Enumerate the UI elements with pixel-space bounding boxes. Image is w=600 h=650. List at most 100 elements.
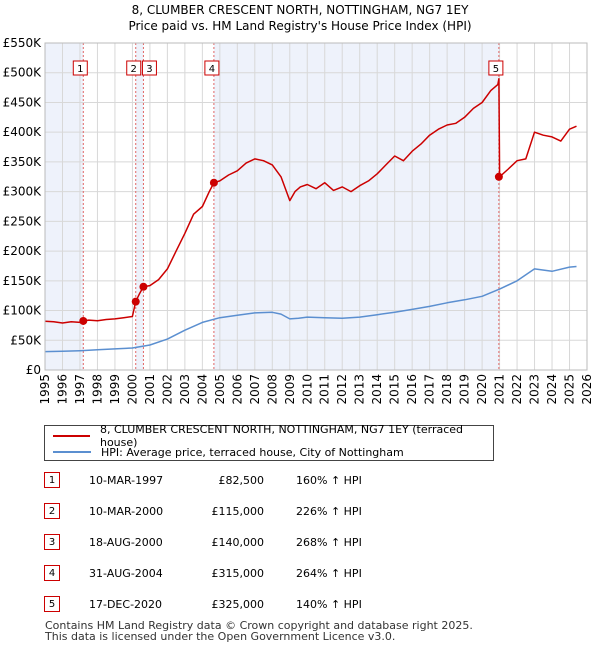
sale-marker-box bbox=[204, 60, 220, 76]
x-tick-label: 2002 bbox=[160, 374, 174, 405]
sale-price: £315,000 bbox=[211, 567, 265, 580]
property-price-line bbox=[44, 77, 577, 324]
sale-hpi-change: 140% ↑ HPI bbox=[296, 598, 362, 611]
sale-row: 1 10-MAR-1997 £82,500 160% ↑ HPI bbox=[44, 472, 424, 490]
x-tick-label: 2026 bbox=[580, 374, 594, 405]
footer-attribution: Contains HM Land Registry data © Crown c… bbox=[45, 620, 473, 642]
x-tick-label: 1999 bbox=[108, 374, 122, 405]
y-tick-label: £400K bbox=[3, 125, 43, 139]
x-tick-label: 2008 bbox=[265, 374, 279, 405]
y-tick-label: £500K bbox=[3, 66, 43, 80]
y-tick-label: £50K bbox=[10, 333, 42, 347]
x-tick-label: 2023 bbox=[528, 374, 542, 405]
legend-item-hpi: HPI: Average price, terraced house, City… bbox=[53, 444, 404, 460]
sale-date: 18-AUG-2000 bbox=[89, 536, 163, 549]
sale-point bbox=[494, 172, 503, 181]
sale-marker-box bbox=[488, 60, 504, 76]
sale-number-badge: 1 bbox=[44, 472, 60, 488]
price-chart: 8, CLUMBER CRESCENT NORTH, NOTTINGHAM, N… bbox=[3, 3, 594, 405]
x-tick-label: 2019 bbox=[458, 374, 472, 405]
sale-number-badge: 5 bbox=[44, 596, 60, 612]
x-tick-label: 2010 bbox=[300, 374, 314, 405]
sale-date: 31-AUG-2004 bbox=[89, 567, 163, 580]
x-tick-label: 2016 bbox=[405, 374, 419, 405]
sale-row: 5 17-DEC-2020 £325,000 140% ↑ HPI bbox=[44, 596, 424, 614]
plot-border bbox=[44, 42, 588, 371]
sale-date: 10-MAR-1997 bbox=[89, 474, 164, 487]
sale-point bbox=[131, 297, 140, 306]
y-tick-label: £200K bbox=[3, 244, 43, 258]
chart-legend: 8, CLUMBER CRESCENT NORTH, NOTTINGHAM, N… bbox=[44, 423, 494, 461]
x-tick-label: 2011 bbox=[318, 374, 332, 405]
x-tick-label: 2021 bbox=[493, 374, 507, 405]
x-tick-label: 2014 bbox=[370, 374, 384, 405]
y-tick-label: £350K bbox=[3, 155, 43, 169]
x-tick-label: 1995 bbox=[38, 374, 52, 405]
sale-marker-box bbox=[72, 60, 88, 76]
sale-date: 10-MAR-2000 bbox=[89, 505, 164, 518]
sale-marker-label: 2 bbox=[131, 64, 137, 75]
sale-point bbox=[79, 316, 88, 325]
y-tick-label: £450K bbox=[3, 95, 43, 109]
footer-line-copyright: Contains HM Land Registry data © Crown c… bbox=[45, 619, 473, 632]
x-tick-label: 2020 bbox=[475, 374, 489, 405]
sale-price: £82,500 bbox=[218, 474, 265, 487]
hpi-line bbox=[44, 265, 577, 353]
sale-marker-label: 3 bbox=[146, 64, 152, 75]
sale-price: £325,000 bbox=[211, 598, 265, 611]
sale-price: £140,000 bbox=[211, 536, 265, 549]
sale-marker-label: 1 bbox=[77, 64, 83, 75]
sale-number-badge: 4 bbox=[44, 565, 60, 581]
x-tick-label: 2004 bbox=[195, 374, 209, 405]
x-tick-label: 1998 bbox=[90, 374, 104, 405]
x-tick-label: 1997 bbox=[73, 374, 87, 405]
x-tick-label: 2005 bbox=[213, 374, 227, 405]
highlight-band bbox=[498, 43, 587, 370]
chart-subtitle: Price paid vs. HM Land Registry's House … bbox=[128, 19, 471, 33]
sale-row: 2 10-MAR-2000 £115,000 226% ↑ HPI bbox=[44, 503, 424, 521]
sale-point bbox=[209, 178, 218, 187]
sale-marker-label: 4 bbox=[209, 64, 215, 75]
x-tick-label: 2018 bbox=[440, 374, 454, 405]
x-tick-label: 2024 bbox=[545, 374, 559, 405]
sale-hpi-change: 268% ↑ HPI bbox=[296, 536, 362, 549]
y-tick-label: £550K bbox=[3, 36, 43, 50]
x-tick-label: 2012 bbox=[335, 374, 349, 405]
highlight-band bbox=[83, 43, 136, 370]
x-tick-label: 2003 bbox=[178, 374, 192, 405]
sale-number-badge: 3 bbox=[44, 534, 60, 550]
sale-row: 4 31-AUG-2004 £315,000 264% ↑ HPI bbox=[44, 565, 424, 583]
x-tick-label: 2007 bbox=[248, 374, 262, 405]
sale-number-badge: 2 bbox=[44, 503, 60, 519]
x-tick-label: 1996 bbox=[55, 374, 69, 405]
x-tick-label: 2013 bbox=[353, 374, 367, 405]
chart-title: 8, CLUMBER CRESCENT NORTH, NOTTINGHAM, N… bbox=[132, 3, 470, 17]
sale-hpi-change: 264% ↑ HPI bbox=[296, 567, 362, 580]
sale-date: 17-DEC-2020 bbox=[89, 598, 163, 611]
legend-swatch-property bbox=[53, 435, 90, 437]
sale-marker-box bbox=[141, 60, 157, 76]
y-tick-label: £150K bbox=[3, 274, 43, 288]
sale-marker-label: 5 bbox=[493, 64, 499, 75]
sale-price: £115,000 bbox=[211, 505, 265, 518]
x-tick-label: 2009 bbox=[283, 374, 297, 405]
sale-row: 3 18-AUG-2000 £140,000 268% ↑ HPI bbox=[44, 534, 424, 552]
sale-hpi-change: 226% ↑ HPI bbox=[296, 505, 362, 518]
sale-marker-box bbox=[126, 60, 142, 76]
y-tick-label: £100K bbox=[3, 304, 43, 318]
legend-swatch-hpi bbox=[53, 451, 91, 453]
legend-label-property: 8, CLUMBER CRESCENT NORTH, NOTTINGHAM, N… bbox=[99, 423, 464, 449]
sale-hpi-change: 160% ↑ HPI bbox=[296, 474, 362, 487]
legend-label-hpi: HPI: Average price, terraced house, City… bbox=[101, 445, 404, 459]
x-tick-label: 2025 bbox=[563, 374, 577, 405]
y-tick-label: £250K bbox=[3, 214, 43, 228]
x-tick-label: 2015 bbox=[388, 374, 402, 405]
y-tick-label: £300K bbox=[3, 185, 43, 199]
x-tick-label: 2017 bbox=[423, 374, 437, 405]
x-tick-label: 2022 bbox=[510, 374, 524, 405]
x-tick-label: 2001 bbox=[143, 374, 157, 405]
sale-point bbox=[139, 282, 148, 291]
footer-line-licence: This data is licensed under the Open Gov… bbox=[45, 630, 396, 643]
x-tick-label: 2000 bbox=[125, 374, 139, 405]
legend-item-property: 8, CLUMBER CRESCENT NORTH, NOTTINGHAM, N… bbox=[53, 423, 493, 449]
